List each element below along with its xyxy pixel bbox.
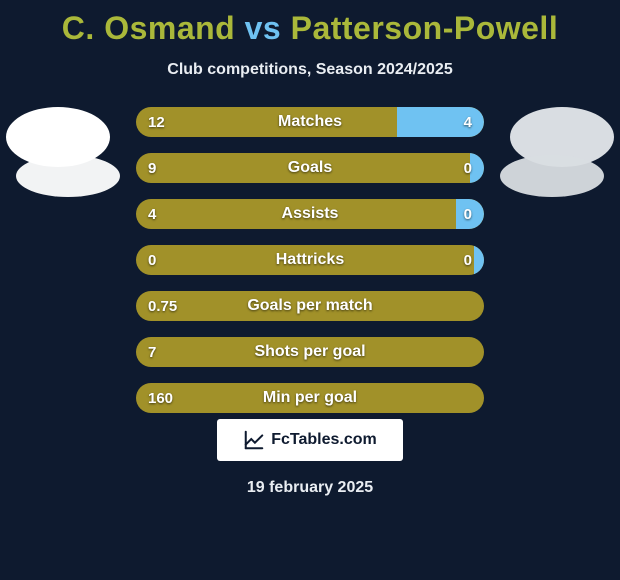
stat-value-player2: 4 [464,107,472,137]
date-text: 19 february 2025 [0,479,620,497]
avatar-player1-shadow [16,155,120,197]
stat-label: Goals per match [136,291,484,321]
stat-label: Hattricks [136,245,484,275]
stat-row: 7Shots per goal [136,337,484,367]
chart-icon [243,429,265,451]
stat-label: Goals [136,153,484,183]
stat-row: 4Assists0 [136,199,484,229]
stat-label: Min per goal [136,383,484,413]
avatar-player2-shadow [500,155,604,197]
comparison-title: C. Osmand vs Patterson-Powell [0,0,620,47]
stat-row: 12Matches4 [136,107,484,137]
stat-label: Assists [136,199,484,229]
subtitle: Club competitions, Season 2024/2025 [0,61,620,79]
stat-row: 0Hattricks0 [136,245,484,275]
stat-row: 0.75Goals per match [136,291,484,321]
title-vs: vs [245,10,282,46]
stat-row: 9Goals0 [136,153,484,183]
stat-label: Matches [136,107,484,137]
stat-label: Shots per goal [136,337,484,367]
stat-value-player2: 0 [464,153,472,183]
title-player1: C. Osmand [62,10,235,46]
stat-row: 160Min per goal [136,383,484,413]
watermark-text: FcTables.com [271,431,377,449]
stat-bars: 12Matches49Goals04Assists00Hattricks00.7… [136,107,484,429]
stat-value-player2: 0 [464,199,472,229]
stat-value-player2: 0 [464,245,472,275]
title-player2: Patterson-Powell [291,10,559,46]
